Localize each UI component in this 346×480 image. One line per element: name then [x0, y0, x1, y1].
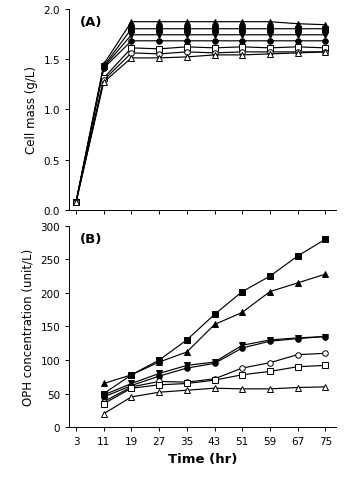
Y-axis label: OPH concentration (unit/L): OPH concentration (unit/L): [22, 248, 35, 405]
X-axis label: Time (hr): Time (hr): [168, 452, 237, 465]
Text: (A): (A): [80, 16, 102, 29]
Y-axis label: Cell mass (g/L): Cell mass (g/L): [25, 66, 38, 154]
Text: (B): (B): [80, 232, 102, 245]
